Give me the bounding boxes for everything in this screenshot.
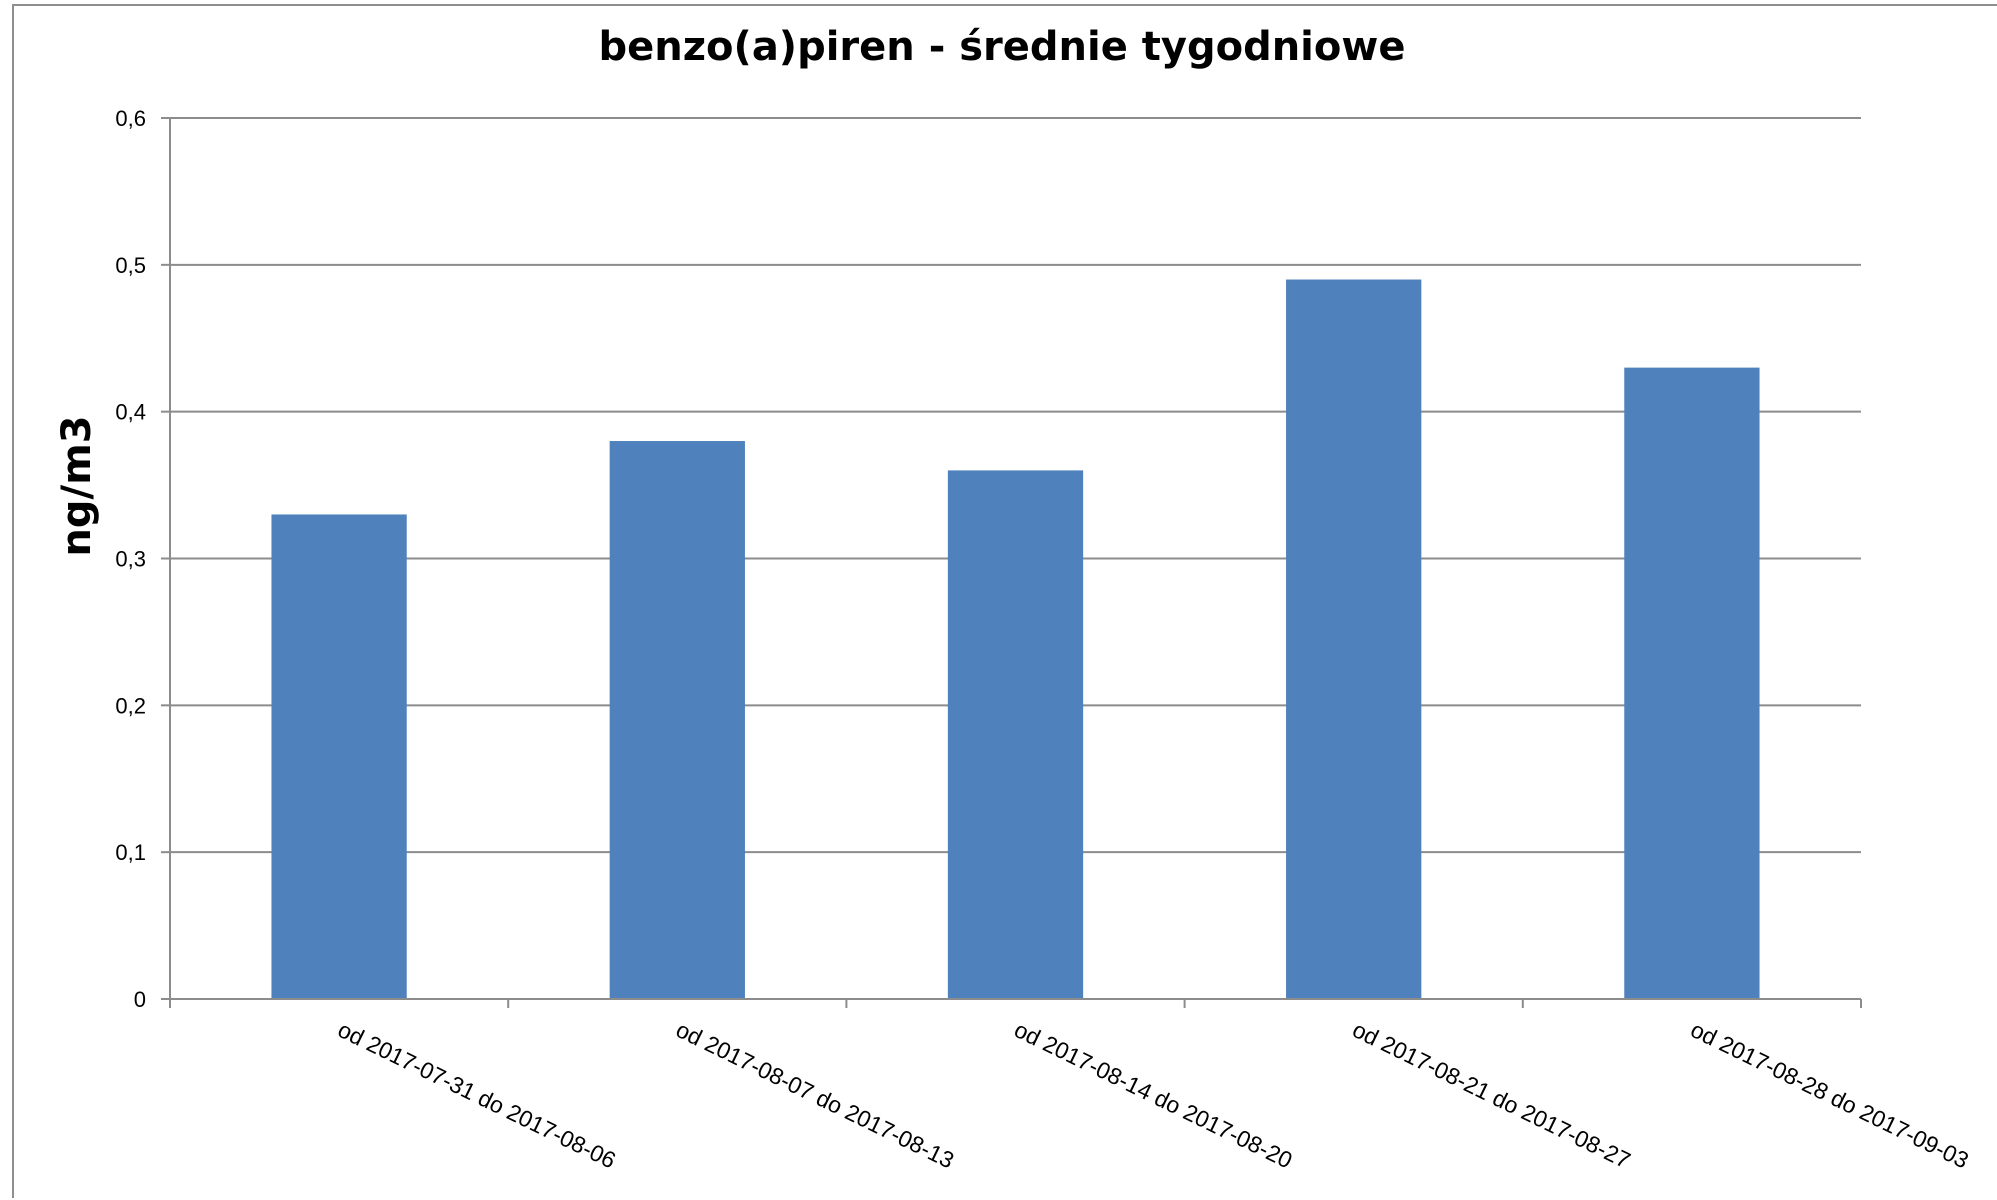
bar bbox=[1624, 367, 1760, 999]
x-tick-label: od 2017-08-21 do 2017-08-27 bbox=[1349, 1016, 1635, 1173]
y-tick-label: 0,2 bbox=[115, 693, 146, 718]
bar bbox=[947, 470, 1084, 999]
x-tick-label: od 2017-07-31 do 2017-08-06 bbox=[334, 1016, 620, 1173]
x-tick-label: od 2017-08-07 do 2017-08-13 bbox=[672, 1016, 958, 1173]
bar-chart: benzo(a)piren - średnie tygodniowe ng/m3… bbox=[54, 24, 1973, 1173]
axes bbox=[169, 118, 1861, 1000]
chart-frame: benzo(a)piren - średnie tygodniowe ng/m3… bbox=[12, 4, 1997, 1198]
y-tick-label: 0,5 bbox=[115, 253, 146, 278]
y-axis-label: ng/m3 bbox=[54, 415, 100, 556]
y-axis-ticks: 0 0,1 0,2 0,3 0,4 0,5 0,6 bbox=[115, 106, 170, 1012]
y-tick-label: 0,3 bbox=[115, 547, 146, 572]
bars bbox=[271, 279, 1760, 999]
bar bbox=[271, 514, 407, 999]
y-tick-label: 0,1 bbox=[115, 840, 146, 865]
x-tick-label: od 2017-08-14 do 2017-08-20 bbox=[1010, 1016, 1296, 1173]
y-tick-label: 0,6 bbox=[115, 106, 146, 131]
x-axis-ticks: od 2017-07-31 do 2017-08-06 od 2017-08-07… bbox=[169, 999, 1973, 1173]
x-tick-label: od 2017-08-28 do 2017-09-03 bbox=[1687, 1016, 1973, 1173]
chart-title: benzo(a)piren - średnie tygodniowe bbox=[599, 24, 1406, 70]
y-tick-label: 0,4 bbox=[115, 400, 146, 425]
bar bbox=[609, 441, 745, 999]
y-tick-label: 0 bbox=[134, 987, 146, 1012]
bar bbox=[1286, 279, 1422, 999]
